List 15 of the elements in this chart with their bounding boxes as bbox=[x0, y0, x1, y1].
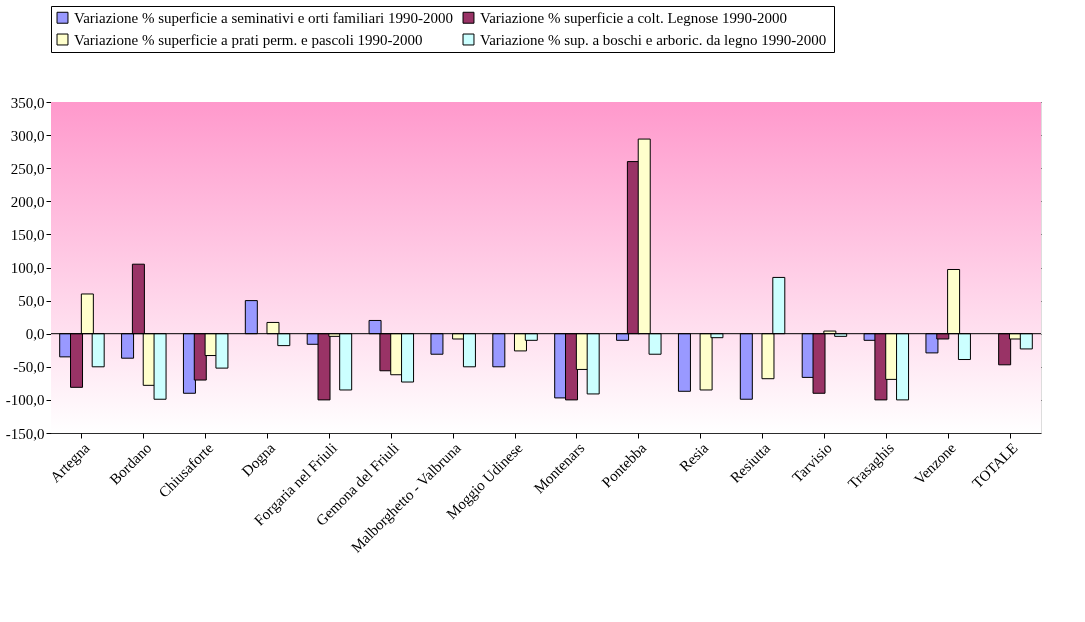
y-tick-label: -100,0 bbox=[5, 392, 45, 409]
y-tick-label: -50,0 bbox=[13, 359, 45, 376]
legend-label: Variazione % superficie a colt. Legnose 1990-2000 bbox=[480, 9, 787, 26]
y-tick-label: 0,0 bbox=[25, 326, 45, 343]
y-tick-label: -150,0 bbox=[5, 425, 45, 442]
legend-label: Variazione % superficie a prati perm. e pascoli 1990-2000 bbox=[74, 31, 423, 48]
y-tick-label: 100,0 bbox=[10, 260, 45, 276]
y-tick-label: 200,0 bbox=[10, 193, 45, 210]
legend-label: Variazione % sup. a boschi e arboric. da legno 1990-2000 bbox=[480, 31, 827, 48]
y-tick-label: 350,0 bbox=[10, 94, 45, 111]
y-tick-label: 250,0 bbox=[10, 160, 45, 177]
y-tick-label: 50,0 bbox=[18, 293, 45, 310]
legend-label: Variazione % superficie a seminativi e orti familiari 1990-2000 bbox=[74, 9, 454, 26]
y-tick-label: 300,0 bbox=[10, 127, 45, 144]
y-tick-label: 150,0 bbox=[10, 226, 45, 243]
